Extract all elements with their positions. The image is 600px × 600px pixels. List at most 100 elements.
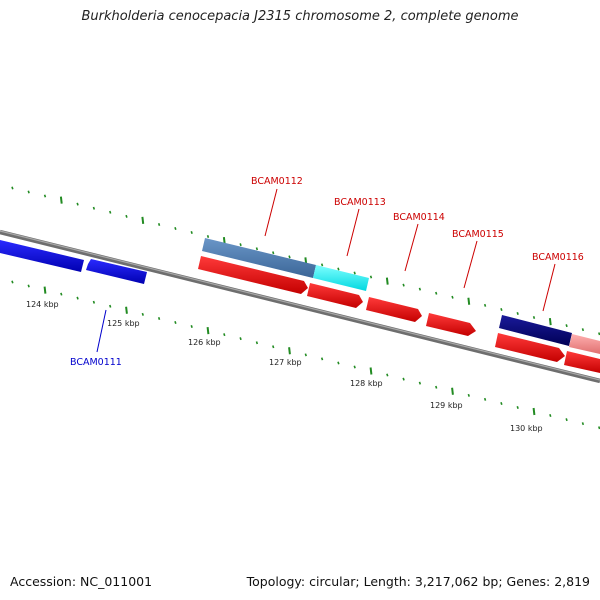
tick-mark — [157, 222, 161, 226]
chromosome-backbone — [0, 229, 600, 384]
tick-mark — [255, 247, 259, 251]
gene-label-bcam0113[interactable]: BCAM0113 — [334, 197, 386, 208]
tick-mark — [223, 333, 226, 337]
tick-mark — [125, 306, 128, 314]
tick-label: 124 kbp — [26, 300, 59, 309]
tick-mark — [27, 190, 30, 194]
gene-feature[interactable] — [499, 315, 572, 346]
gene-label-bcam0116[interactable]: BCAM0116 — [532, 252, 584, 263]
tick-mark — [320, 357, 324, 361]
gene-feature[interactable] — [313, 265, 369, 291]
tick-mark — [272, 345, 275, 349]
gene-feature[interactable] — [0, 240, 84, 272]
tick-mark — [483, 303, 487, 307]
tick-mark — [11, 186, 14, 190]
tick-mark — [369, 275, 373, 279]
tick-mark — [255, 341, 259, 345]
tick-mark — [353, 365, 356, 369]
tick-label: 127 kbp — [269, 358, 302, 367]
gene-label-bcam0112[interactable]: BCAM0112 — [251, 176, 303, 187]
tick-mark — [43, 194, 47, 198]
tick-mark — [386, 373, 389, 377]
tick-mark — [11, 280, 14, 284]
tick-mark — [109, 304, 112, 308]
tick-mark — [549, 414, 552, 418]
inner-tick-ring — [11, 280, 600, 430]
tick-label: 130 kbp — [510, 424, 543, 433]
label-leaders — [96, 188, 556, 353]
tick-mark — [174, 226, 177, 230]
tick-label: 126 kbp — [188, 338, 221, 347]
tick-mark — [141, 312, 144, 316]
tick-mark — [598, 332, 600, 336]
tick-mark — [435, 385, 438, 389]
tick-mark — [353, 271, 356, 275]
accession-text: Accession: NC_011001 — [10, 574, 153, 589]
tick-mark — [92, 300, 96, 304]
tick-mark — [385, 277, 389, 285]
tick-mark — [532, 316, 536, 320]
tick-mark — [548, 317, 552, 326]
tick-mark — [320, 263, 324, 267]
tick-mark — [76, 296, 79, 300]
chromosome-backbone-highlight — [0, 230, 600, 381]
tick-mark — [500, 307, 503, 311]
gene-feature[interactable] — [202, 238, 316, 278]
tick-mark — [435, 291, 438, 295]
tick-mark — [565, 324, 568, 328]
gene-feature[interactable] — [198, 256, 308, 294]
tick-mark — [369, 367, 373, 375]
tick-mark — [337, 267, 340, 271]
gene-feature[interactable] — [569, 334, 600, 354]
outer-tick-ring — [11, 186, 600, 336]
tick-mark — [304, 353, 307, 357]
tick-mark — [272, 251, 275, 255]
tick-mark — [288, 255, 291, 259]
tick-mark — [239, 337, 242, 341]
tick-mark — [125, 214, 128, 218]
tick-mark — [451, 387, 454, 395]
tick-mark — [402, 283, 405, 287]
tick-mark — [76, 202, 79, 206]
gene-feature[interactable] — [495, 333, 565, 362]
gene-feature[interactable] — [426, 313, 476, 336]
gene-feature[interactable] — [366, 297, 422, 322]
reverse-strand-genes — [202, 238, 600, 354]
tick-mark — [532, 407, 536, 416]
tick-mark — [206, 235, 210, 239]
tick-mark — [565, 418, 568, 422]
tick-label: 125 kbp — [107, 319, 140, 328]
tick-mark — [402, 377, 405, 381]
tick-mark — [516, 405, 519, 409]
tick-mark — [500, 401, 503, 405]
gene-label-bcam0111[interactable]: BCAM0111 — [70, 357, 122, 368]
tick-mark — [467, 297, 471, 305]
gene-label-bcam0115[interactable]: BCAM0115 — [452, 229, 504, 240]
tick-mark — [598, 426, 600, 430]
tick-mark — [157, 316, 161, 320]
tick-mark — [581, 328, 585, 332]
genome-stats-text: Topology: circular; Length: 3,217,062 bp… — [246, 574, 590, 589]
tick-mark — [190, 325, 193, 329]
tick-label: 128 kbp — [350, 379, 383, 388]
tick-mark — [516, 311, 519, 315]
strand-genes-lower — [0, 240, 600, 373]
tick-mark — [206, 326, 210, 335]
tick-mark — [418, 381, 422, 385]
kbp-tick-labels: 124 kbp 125 kbp 126 kbp 127 kbp 128 kbp … — [26, 300, 543, 433]
gene-feature[interactable] — [86, 259, 147, 284]
gene-feature[interactable] — [307, 283, 363, 308]
tick-mark — [27, 284, 30, 288]
tick-mark — [288, 347, 291, 355]
gene-feature[interactable] — [564, 351, 600, 373]
tick-mark — [337, 361, 340, 365]
tick-mark — [190, 231, 193, 235]
tick-label: 129 kbp — [430, 401, 463, 410]
tick-mark — [43, 286, 47, 294]
tick-mark — [239, 243, 242, 247]
tick-mark — [141, 216, 145, 225]
tick-mark — [451, 295, 454, 299]
tick-mark — [92, 206, 96, 210]
gene-label-bcam0114[interactable]: BCAM0114 — [393, 212, 445, 223]
